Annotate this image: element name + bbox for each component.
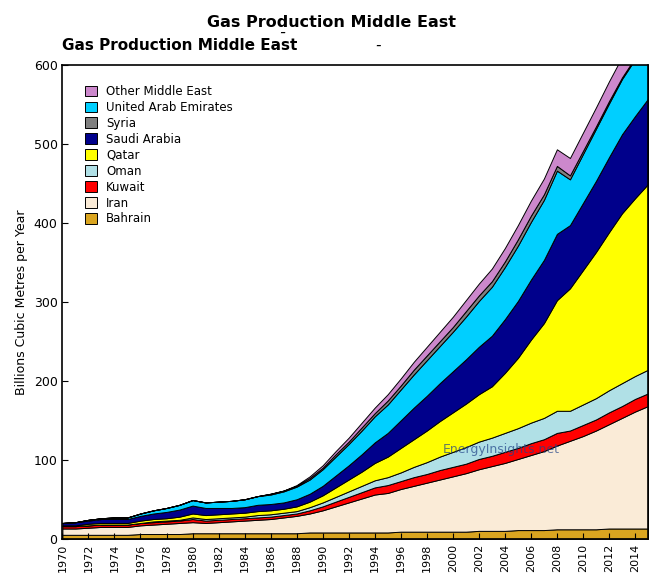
Text: EnergyInsights.net: EnergyInsights.net bbox=[443, 443, 560, 457]
Text: Gas Production Middle East: Gas Production Middle East bbox=[62, 38, 298, 53]
Text: -: - bbox=[274, 25, 389, 41]
Legend: Other Middle East, United Arab Emirates, Syria, Saudi Arabia, Qatar, Oman, Kuwai: Other Middle East, United Arab Emirates,… bbox=[80, 80, 237, 230]
Text: Gas Production Middle East: Gas Production Middle East bbox=[207, 15, 456, 30]
Text: -: - bbox=[376, 38, 413, 53]
Y-axis label: Billions Cubic Metres per Year: Billions Cubic Metres per Year bbox=[15, 209, 28, 394]
